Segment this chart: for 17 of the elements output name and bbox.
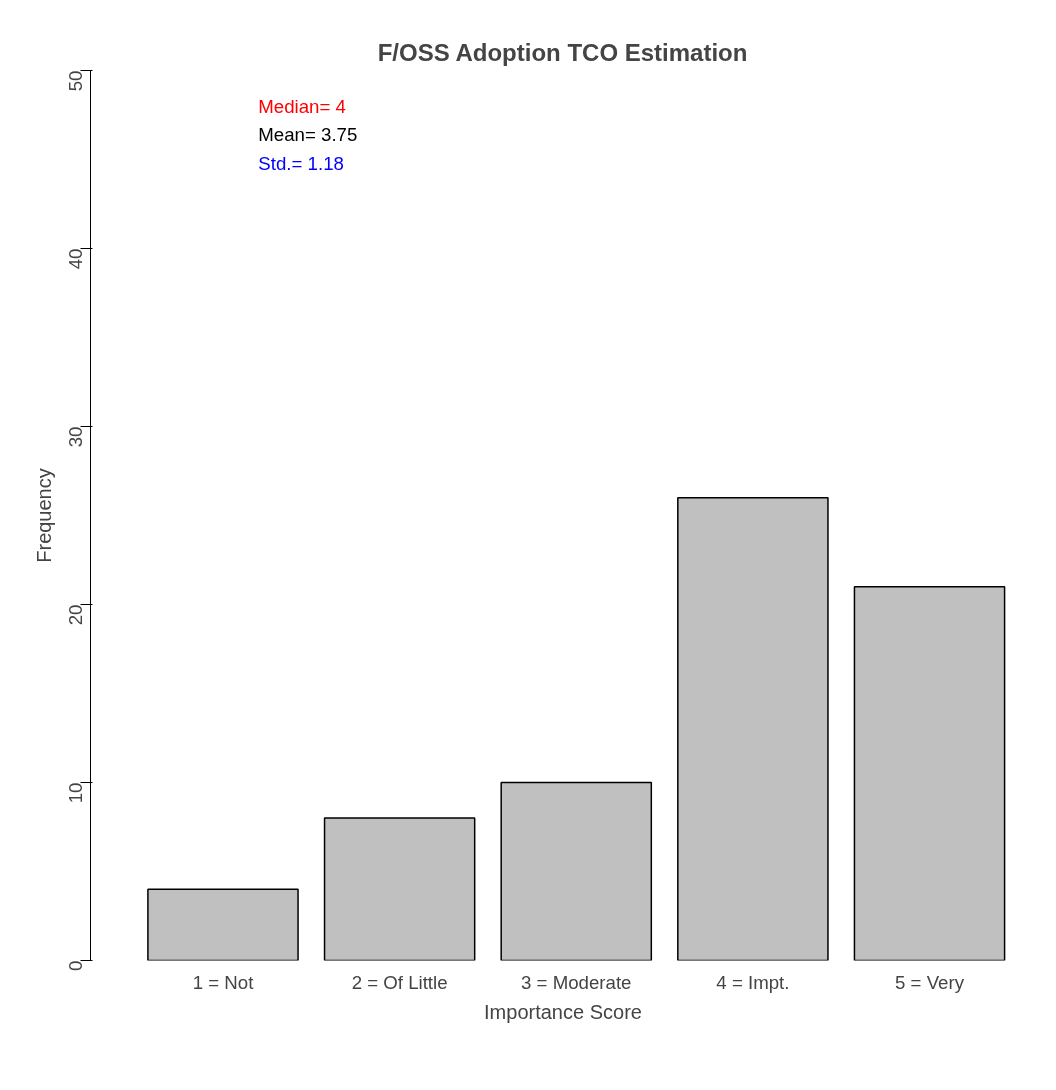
annotation: Mean= 3.75 xyxy=(258,124,358,146)
chart-title: F/OSS Adoption TCO Estimation xyxy=(377,38,748,66)
x-tick-label: 3 = Moderate xyxy=(521,971,632,993)
y-tick-label: 50 xyxy=(65,70,86,92)
x-tick-label: 2 = Of Little xyxy=(351,971,448,993)
y-tick-label: 20 xyxy=(65,604,86,626)
x-axis-title: Importance Score xyxy=(484,1000,642,1023)
annotation: Std.= 1.18 xyxy=(258,152,344,174)
y-tick-label: 10 xyxy=(65,782,86,804)
x-tick-label: 1 = Not xyxy=(192,971,255,993)
annotation: Median= 4 xyxy=(258,95,346,117)
x-tick-label: 4 = Impt. xyxy=(716,971,790,993)
y-tick-label: 30 xyxy=(65,426,86,448)
y-tick-label: 0 xyxy=(65,960,86,971)
y-axis-title: Frequency xyxy=(32,468,55,563)
x-tick-label: 5 = Very xyxy=(895,971,965,993)
y-tick-label: 40 xyxy=(65,248,86,270)
